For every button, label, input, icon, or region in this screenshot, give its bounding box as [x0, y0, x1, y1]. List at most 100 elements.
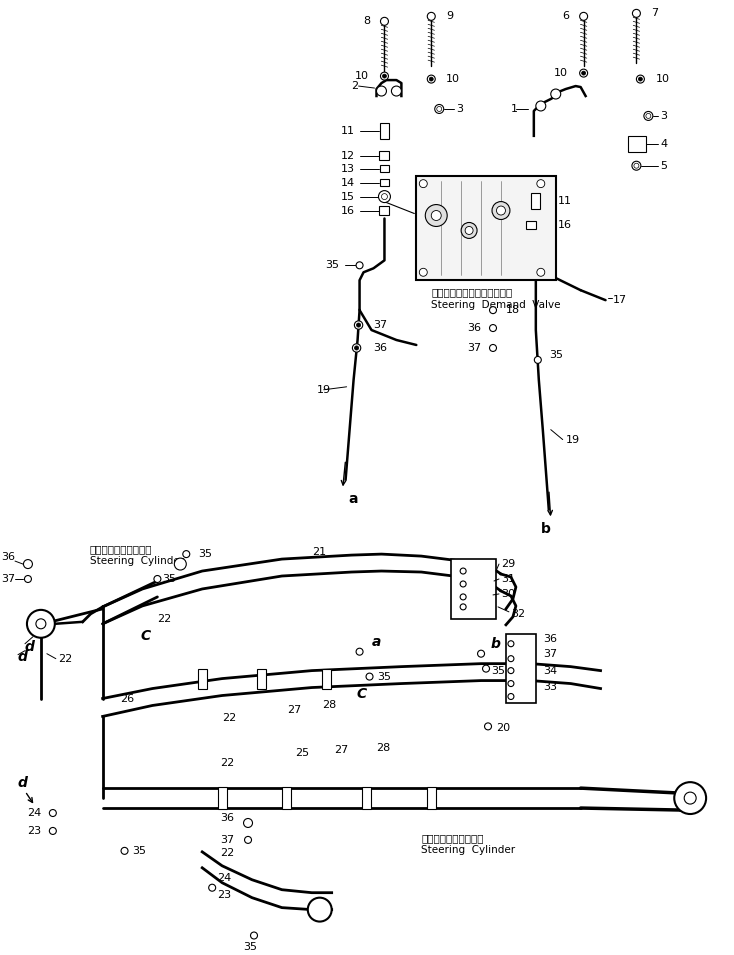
Text: 19: 19: [566, 435, 580, 445]
Circle shape: [27, 610, 55, 638]
Text: 14: 14: [341, 178, 355, 187]
Circle shape: [154, 576, 161, 583]
Circle shape: [465, 226, 473, 234]
Text: 30: 30: [501, 589, 515, 599]
Text: ステアリングシリンダ: ステアリングシリンダ: [90, 544, 152, 554]
Text: 35: 35: [326, 261, 340, 270]
Circle shape: [380, 17, 388, 26]
Circle shape: [183, 551, 190, 558]
Text: d: d: [18, 649, 28, 664]
Text: 17: 17: [612, 295, 627, 306]
Text: 11: 11: [558, 196, 572, 205]
Text: 35: 35: [491, 666, 505, 675]
Circle shape: [380, 73, 388, 80]
Circle shape: [357, 323, 360, 328]
Circle shape: [352, 344, 360, 352]
Circle shape: [684, 792, 696, 804]
Text: 21: 21: [312, 547, 326, 557]
Bar: [379, 206, 390, 215]
Text: 18: 18: [506, 305, 520, 315]
Circle shape: [508, 681, 514, 687]
Circle shape: [308, 898, 332, 922]
Circle shape: [633, 10, 640, 17]
Text: ステアリングシリンダ: ステアリングシリンダ: [421, 833, 484, 843]
Circle shape: [419, 268, 427, 276]
Circle shape: [432, 210, 441, 221]
Circle shape: [675, 782, 706, 814]
Circle shape: [425, 204, 447, 226]
Text: d: d: [18, 776, 28, 790]
Circle shape: [580, 69, 588, 77]
Circle shape: [492, 202, 510, 220]
Text: 37: 37: [543, 648, 557, 659]
Text: 36: 36: [467, 323, 481, 333]
Text: 32: 32: [511, 609, 525, 619]
Circle shape: [208, 884, 216, 891]
Text: 22: 22: [220, 758, 234, 768]
Bar: [380, 123, 389, 138]
Text: 33: 33: [543, 682, 557, 691]
Circle shape: [244, 837, 252, 843]
Text: 4: 4: [661, 138, 667, 149]
Text: 1: 1: [511, 104, 518, 114]
Circle shape: [536, 101, 546, 111]
Text: 37: 37: [220, 835, 234, 845]
Text: 24: 24: [217, 873, 231, 882]
Bar: [258, 668, 266, 689]
Circle shape: [482, 665, 490, 672]
Text: 22: 22: [222, 713, 236, 724]
Circle shape: [427, 12, 435, 20]
Text: 27: 27: [334, 745, 348, 755]
Bar: [526, 222, 536, 229]
Circle shape: [580, 12, 588, 20]
Text: a: a: [371, 635, 381, 648]
Text: 6: 6: [563, 11, 570, 21]
Bar: [628, 136, 647, 152]
Circle shape: [639, 77, 642, 81]
Text: 35: 35: [549, 350, 563, 360]
Text: 22: 22: [157, 614, 172, 624]
Text: 27: 27: [287, 706, 301, 715]
Text: Steering  Demand  Valve: Steering Demand Valve: [432, 300, 561, 310]
Text: d: d: [25, 640, 34, 654]
Text: Steering  Cylinder: Steering Cylinder: [421, 845, 515, 855]
Circle shape: [634, 163, 639, 168]
Text: 2: 2: [352, 81, 359, 91]
Text: 37: 37: [1, 574, 15, 584]
Text: 36: 36: [374, 343, 388, 353]
Circle shape: [24, 576, 32, 583]
Circle shape: [461, 223, 477, 239]
Text: C: C: [140, 628, 150, 643]
Text: 31: 31: [501, 574, 515, 584]
Text: 36: 36: [1, 552, 15, 562]
Circle shape: [460, 568, 466, 574]
Circle shape: [429, 77, 433, 81]
Circle shape: [490, 345, 496, 351]
Circle shape: [460, 604, 466, 610]
Circle shape: [23, 560, 32, 568]
Bar: [531, 193, 540, 208]
Text: 36: 36: [220, 813, 234, 823]
Circle shape: [356, 262, 363, 268]
Circle shape: [534, 356, 541, 364]
Circle shape: [379, 191, 390, 202]
Text: 35: 35: [377, 671, 391, 682]
Circle shape: [437, 106, 442, 112]
Text: 35: 35: [133, 846, 147, 856]
Text: 26: 26: [120, 693, 134, 704]
Circle shape: [49, 827, 57, 835]
Text: a: a: [349, 493, 358, 506]
Text: ステアリングデマンドバルブ: ステアリングデマンドバルブ: [432, 287, 512, 297]
Text: 35: 35: [243, 943, 257, 952]
Text: 16: 16: [558, 221, 572, 230]
Text: 22: 22: [58, 653, 72, 664]
Text: 8: 8: [363, 16, 371, 27]
Text: 9: 9: [446, 11, 454, 21]
Circle shape: [490, 307, 496, 313]
Circle shape: [175, 558, 186, 570]
Circle shape: [250, 932, 258, 939]
Circle shape: [508, 693, 514, 699]
Bar: [380, 165, 389, 172]
Circle shape: [581, 71, 586, 75]
Text: 34: 34: [543, 666, 557, 675]
